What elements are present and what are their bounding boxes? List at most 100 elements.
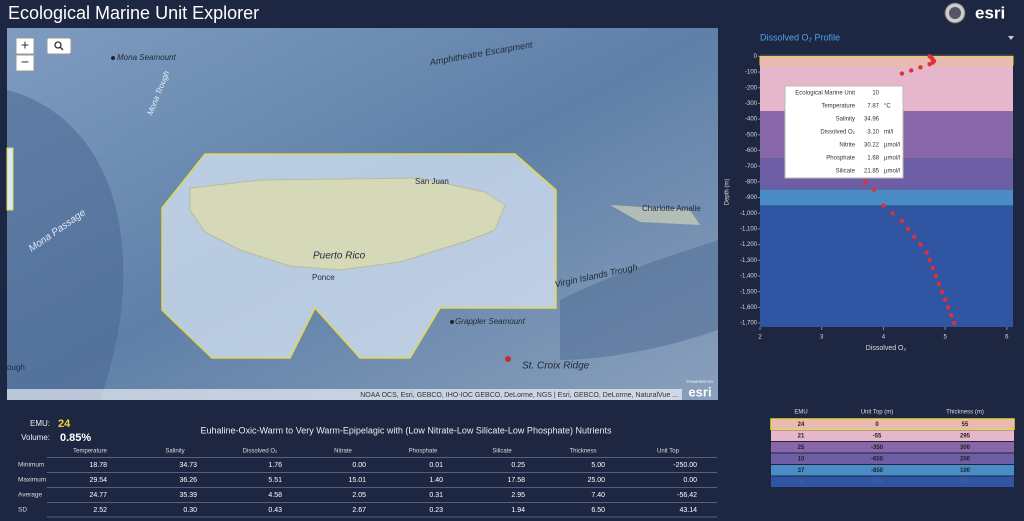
search-button[interactable] [46, 37, 72, 55]
data-point [918, 65, 923, 70]
data-point [890, 211, 895, 216]
cell: 2.67 [352, 507, 366, 514]
cell: 21 [798, 434, 805, 440]
cell: -350 [871, 445, 884, 451]
y-tick-label: -600 [745, 148, 758, 154]
cell: 100 [960, 468, 971, 474]
cell: 36.26 [179, 477, 197, 484]
data-point [927, 258, 932, 263]
cell: 29.54 [89, 477, 107, 484]
cell: 55 [962, 422, 969, 428]
y-tick-label: -400 [745, 117, 758, 123]
attribution: NOAA OCS, Esri, GEBCO, IHO-IOC GEBCO, De… [360, 392, 678, 399]
emu-row[interactable] [771, 453, 1014, 465]
emu-table: EMU Unit Top (m) Thickness (m) 24 0 55 21 -55 29… [770, 410, 1015, 488]
emu-row[interactable] [771, 430, 1014, 442]
map-unit-area [6, 147, 14, 211]
data-point [905, 226, 911, 232]
cell: 0.31 [429, 492, 443, 499]
map-label: Mona Seamount [117, 53, 176, 62]
x-tick-label: 4 [882, 335, 886, 341]
cell: -56.42 [677, 492, 697, 499]
map-label: Ponce [312, 273, 335, 282]
cell: 6.50 [591, 507, 605, 514]
dropdown-caret[interactable] [1008, 36, 1014, 40]
column-header: Thickness (m) [946, 410, 984, 416]
map-label: Puerto Rico [313, 251, 366, 262]
y-tick-label: -900 [745, 195, 758, 201]
emu-description: Euhaline-Oxic-Warm to Very Warm-Epipelag… [201, 425, 612, 435]
data-point [912, 234, 917, 239]
y-tick-label: -1,100 [740, 227, 758, 233]
cell: 25 [798, 445, 805, 451]
x-tick-label: 6 [1005, 335, 1009, 341]
cell: 24 [798, 422, 805, 428]
emu-band [759, 55, 1014, 66]
tooltip-label: Dissolved O₂ [820, 130, 855, 136]
cell: 2.95 [511, 492, 525, 499]
y-tick-label: -100 [745, 70, 758, 76]
column-header: Silicate [492, 449, 512, 455]
cell: 0.01 [429, 462, 443, 469]
tooltip-label: Silicate [836, 169, 856, 175]
volume-label: Volume: [21, 433, 50, 442]
cell: 4.58 [268, 492, 282, 499]
emu-row[interactable] [771, 442, 1014, 453]
cell: -950 [871, 480, 884, 486]
y-tick-label: -1,500 [740, 289, 758, 295]
cell: 5.51 [268, 477, 282, 484]
zoom-in-button[interactable] [15, 37, 35, 55]
row-label: SD [18, 507, 27, 514]
tooltip-value: 34.96 [864, 117, 880, 123]
emu-row[interactable] [771, 465, 1014, 476]
tooltip-value: 21.85 [864, 169, 880, 175]
zoom-out-icon: − [21, 54, 29, 70]
tooltip-label: Temperature [821, 104, 855, 110]
cell: 10 [798, 457, 805, 463]
tooltip-unit: °C [884, 104, 891, 110]
map-island [189, 177, 506, 271]
emu-value: 24 [58, 418, 71, 430]
tooltip-value: 1.68 [867, 156, 879, 162]
map-trough [560, 240, 718, 360]
column-header: Salinity [165, 449, 184, 455]
tooltip-label: Salinity [836, 117, 855, 123]
emu-row[interactable] [770, 418, 1015, 431]
map-label: St. Croix Ridge [522, 361, 590, 372]
cell: -250.00 [673, 462, 697, 469]
column-header: Unit Top [657, 449, 680, 455]
zoom-out-button[interactable] [15, 54, 35, 72]
column-header: Unit Top (m) [861, 410, 894, 416]
data-point [927, 61, 932, 67]
volume-value: 0.85% [60, 432, 91, 444]
data-point [899, 218, 905, 224]
cell: 0.00 [683, 477, 697, 484]
cell: -650 [871, 457, 884, 463]
y-tick-label: -1,400 [740, 274, 758, 280]
cell: 43.14 [679, 507, 697, 514]
map-trench [7, 90, 124, 400]
map-label: San Juan [415, 177, 449, 186]
cell: 35.39 [179, 492, 197, 499]
emu-band [760, 189, 1013, 206]
cell: 0.23 [429, 507, 443, 514]
cell: 0 [875, 422, 879, 428]
cell: -55 [873, 434, 882, 440]
map[interactable]: Mona Seamount Mona Trough Amphitheatre E… [6, 28, 718, 400]
y-tick-label: 0 [754, 54, 758, 60]
profile-title[interactable]: Dissolved O₂ Profile [760, 32, 840, 42]
cell: 36 [798, 480, 805, 486]
map-label: Grappler Seamount [455, 317, 526, 326]
data-point [952, 320, 957, 326]
y-tick-label: -1,600 [740, 305, 758, 311]
y-tick-label: -1,000 [740, 211, 758, 217]
x-tick-label: 2 [758, 335, 762, 341]
data-point [918, 242, 923, 247]
data-point [939, 289, 945, 294]
emu-row[interactable] [771, 476, 1014, 488]
column-header: Dissolved O₂ [243, 449, 278, 455]
map-label: ough [7, 363, 25, 372]
attribution-bar [7, 389, 682, 400]
row-label: Average [18, 492, 42, 499]
tooltip [784, 85, 904, 179]
